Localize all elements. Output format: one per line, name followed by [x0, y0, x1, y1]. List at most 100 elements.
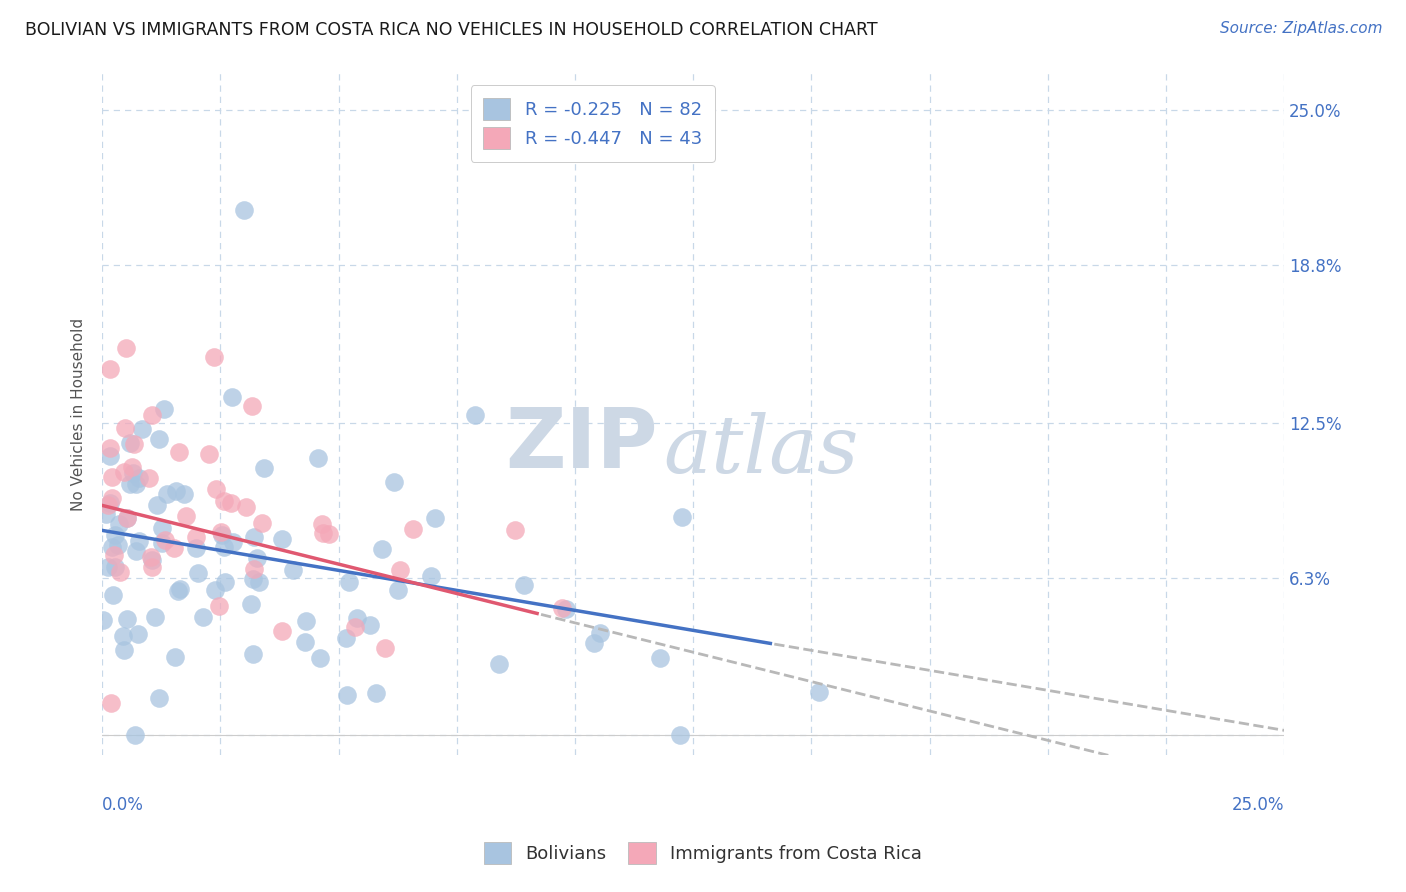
Point: [374, 640, 396, 655]
Point: [115, 341, 138, 355]
Point: [150, 521, 173, 535]
Point: [294, 634, 316, 648]
Point: [101, 541, 124, 555]
Point: [214, 575, 236, 590]
Point: [150, 536, 173, 550]
Point: [104, 528, 127, 542]
Point: [174, 509, 197, 524]
Point: [309, 651, 332, 665]
Point: [98, 442, 121, 456]
Point: [202, 350, 225, 364]
Point: [98, 362, 121, 376]
Point: [111, 629, 134, 643]
Point: [173, 487, 195, 501]
Text: Source: ZipAtlas.com: Source: ZipAtlas.com: [1219, 21, 1382, 37]
Point: [513, 577, 536, 591]
Point: [239, 597, 262, 611]
Point: [271, 532, 294, 546]
Point: [125, 544, 148, 558]
Point: [402, 522, 425, 536]
Point: [382, 475, 405, 489]
Point: [91, 613, 114, 627]
Point: [97, 499, 120, 513]
Point: [464, 408, 486, 422]
Point: [141, 553, 163, 567]
Point: [112, 643, 135, 657]
Point: [337, 574, 360, 589]
Point: [211, 527, 233, 541]
Point: [488, 657, 510, 671]
Point: [128, 534, 150, 549]
Point: [117, 612, 139, 626]
Point: [107, 538, 129, 552]
Text: BOLIVIAN VS IMMIGRANTS FROM COSTA RICA NO VEHICLES IN HOUSEHOLD CORRELATION CHAR: BOLIVIAN VS IMMIGRANTS FROM COSTA RICA N…: [25, 21, 877, 39]
Point: [505, 523, 527, 537]
Text: atlas: atlas: [664, 411, 859, 489]
Point: [122, 466, 145, 480]
Y-axis label: No Vehicles in Household: No Vehicles in Household: [72, 318, 86, 511]
Point: [184, 530, 207, 544]
Point: [124, 728, 146, 742]
Point: [204, 582, 226, 597]
Point: [166, 584, 188, 599]
Point: [242, 572, 264, 586]
Point: [222, 534, 245, 549]
Point: [141, 408, 163, 422]
Point: [359, 618, 381, 632]
Point: [253, 461, 276, 475]
Point: [153, 401, 176, 416]
Point: [103, 548, 125, 562]
Point: [114, 420, 136, 434]
Point: [103, 588, 125, 602]
Point: [108, 565, 131, 579]
Point: [191, 610, 214, 624]
Text: ZIP: ZIP: [505, 404, 658, 485]
Point: [388, 563, 411, 577]
Point: [198, 447, 221, 461]
Point: [156, 487, 179, 501]
Point: [221, 390, 243, 404]
Point: [808, 685, 831, 699]
Point: [336, 689, 359, 703]
Point: [242, 647, 264, 661]
Point: [240, 399, 263, 413]
Text: 25.0%: 25.0%: [1232, 797, 1284, 814]
Text: 0.0%: 0.0%: [103, 797, 143, 814]
Point: [589, 626, 612, 640]
Point: [270, 624, 292, 638]
Point: [423, 511, 446, 525]
Point: [120, 436, 142, 450]
Point: [212, 540, 235, 554]
Point: [583, 636, 606, 650]
Point: [648, 651, 671, 665]
Point: [671, 510, 693, 524]
Point: [98, 496, 121, 510]
Point: [98, 449, 121, 463]
Point: [120, 477, 142, 491]
Point: [243, 530, 266, 544]
Point: [122, 436, 145, 450]
Point: [311, 516, 333, 531]
Legend: R = -0.225   N = 82, R = -0.447   N = 43: R = -0.225 N = 82, R = -0.447 N = 43: [471, 86, 714, 162]
Point: [128, 470, 150, 484]
Point: [108, 516, 131, 531]
Point: [209, 524, 232, 539]
Point: [281, 563, 304, 577]
Point: [208, 599, 231, 613]
Point: [148, 691, 170, 706]
Point: [364, 686, 387, 700]
Point: [146, 498, 169, 512]
Point: [246, 550, 269, 565]
Point: [420, 568, 443, 582]
Point: [550, 600, 572, 615]
Point: [141, 549, 163, 564]
Point: [101, 469, 124, 483]
Point: [252, 516, 274, 530]
Point: [94, 507, 117, 521]
Point: [97, 560, 120, 574]
Point: [212, 494, 235, 508]
Point: [307, 451, 329, 466]
Point: [138, 471, 160, 485]
Point: [335, 631, 357, 645]
Point: [318, 527, 340, 541]
